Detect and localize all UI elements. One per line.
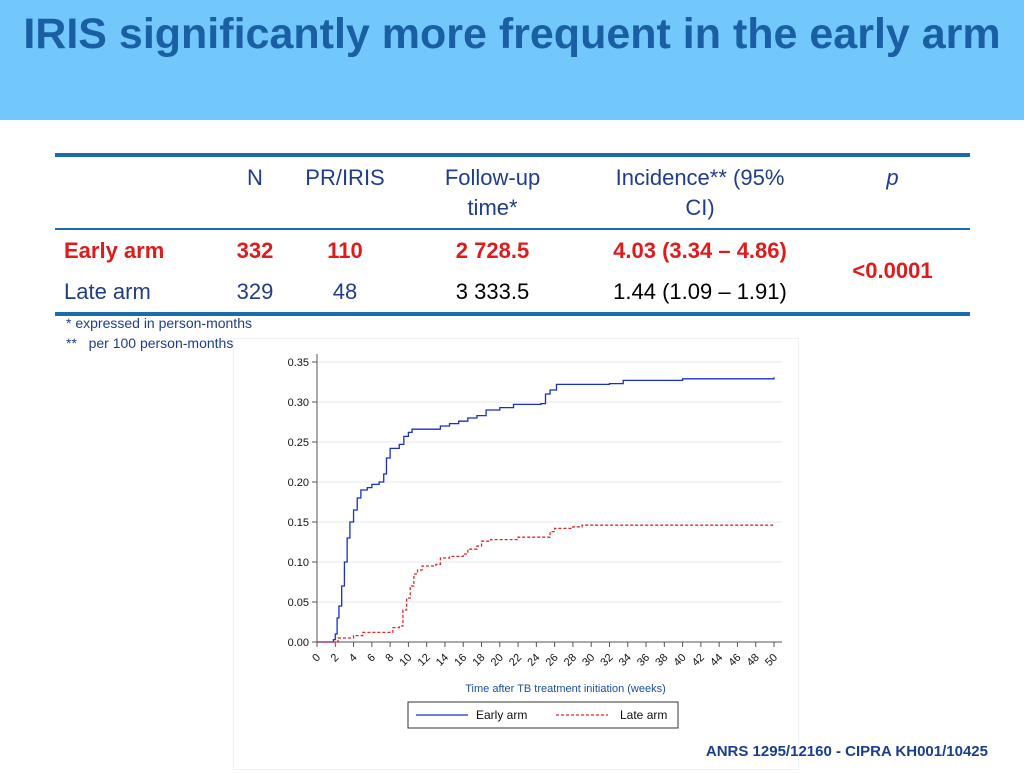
y-tick-label: 0.20 [288,477,309,489]
cumulative-incidence-chart: 0.000.050.100.150.200.250.300.350 2 4 6 8 10 1… [288,354,782,729]
y-tick-label: 0.35 [288,357,309,369]
cell-pr-iris: 48 [332,278,358,304]
x-tick-label: 8 [383,652,396,665]
y-tick-label: 0.25 [288,437,309,449]
x-tick-label: 36 [635,652,652,669]
header-n: N [247,165,263,190]
x-tick-label: 0 [310,652,323,665]
y-tick-label: 0.00 [288,637,309,649]
x-axis-label: Time after TB treatment initiation (week… [465,683,666,695]
y-tick-label: 0.10 [288,557,309,569]
x-tick-label: 38 [653,652,670,669]
x-tick-label: 24 [525,652,542,669]
x-tick-label: 14 [434,652,451,669]
x-tick-label: 32 [598,652,615,669]
cell-n: 329 [236,278,274,304]
x-tick-label: 44 [708,652,725,669]
cell-pr-iris: 110 [327,237,363,263]
header-followup: Follow-up time* [444,165,541,220]
x-tick-label: 30 [580,652,597,669]
y-tick-label: 0.30 [288,397,309,409]
x-tick-label: 28 [562,652,579,669]
x-tick-label: 50 [763,652,780,669]
series-line-late-arm [317,524,774,643]
cell-followup: 2 728.5 [455,237,530,263]
results-table: N PR/IRIS Follow-up time* Incidence** (9… [55,153,970,316]
x-tick-label: 18 [470,652,487,669]
x-tick-label: 12 [416,652,433,669]
cell-n: 332 [236,237,274,263]
x-tick-label: 20 [489,652,506,669]
cell-p-value: <0.0001 [852,258,933,283]
x-tick-label: 16 [452,652,469,669]
x-tick-label: 22 [507,652,524,669]
x-tick-label: 42 [690,652,707,669]
table-row-late-arm: Late arm 329 48 3 333.5 1.44 (1.09 – 1.9… [55,271,970,314]
header-pr-iris: PR/IRIS [305,165,385,190]
x-tick-label: 48 [745,652,762,669]
cell-incidence: 4.03 (3.34 – 4.86) [613,237,787,263]
chart-panel: 0.00 0.05 0.10 0.15 0.20 0.25 0.30 0.35 0 2 4 6 8 10 1… [233,338,799,770]
x-tick-label: 10 [397,652,414,669]
footnote-followup: * expressed in person-months [66,315,252,331]
slide-title: IRIS significantly more frequent in the … [23,10,1001,58]
chart-legend: Early arm Late arm [407,701,679,729]
legend-label: Late arm [620,708,667,722]
x-tick-label: 26 [544,652,561,669]
y-tick-label: 0.05 [288,597,309,609]
table-row-early-arm: Early arm 332 110 2 728.5 4.03 (3.34 – 4… [55,229,970,284]
legend-label: Early arm [476,708,527,722]
x-tick-label: 6 [365,652,378,665]
header-incidence: Incidence** (95% CI) [615,165,785,220]
x-tick-label: 40 [672,652,689,669]
x-tick-label: 2 [329,652,342,665]
x-tick-label: 4 [347,652,360,665]
table-header-row: N PR/IRIS Follow-up time* Incidence** (9… [55,155,970,229]
header-p: p [886,165,899,190]
cell-incidence: 1.44 (1.09 – 1.91) [613,278,787,304]
row-label: Early arm [64,237,165,263]
footnote-incidence: ** per 100 person-months [66,335,234,351]
x-tick-label: 46 [726,652,743,669]
footer-reference: ANRS 1295/12160 - CIPRA KH001/10425 [705,743,988,760]
series-line-early-arm [317,377,775,643]
row-label: Late arm [64,278,151,304]
y-tick-label: 0.15 [288,517,309,529]
cell-followup: 3 333.5 [455,278,530,304]
title-banner: IRIS significantly more frequent in the … [0,0,1024,120]
x-tick-label: 34 [617,652,634,669]
header-blank [55,155,220,229]
